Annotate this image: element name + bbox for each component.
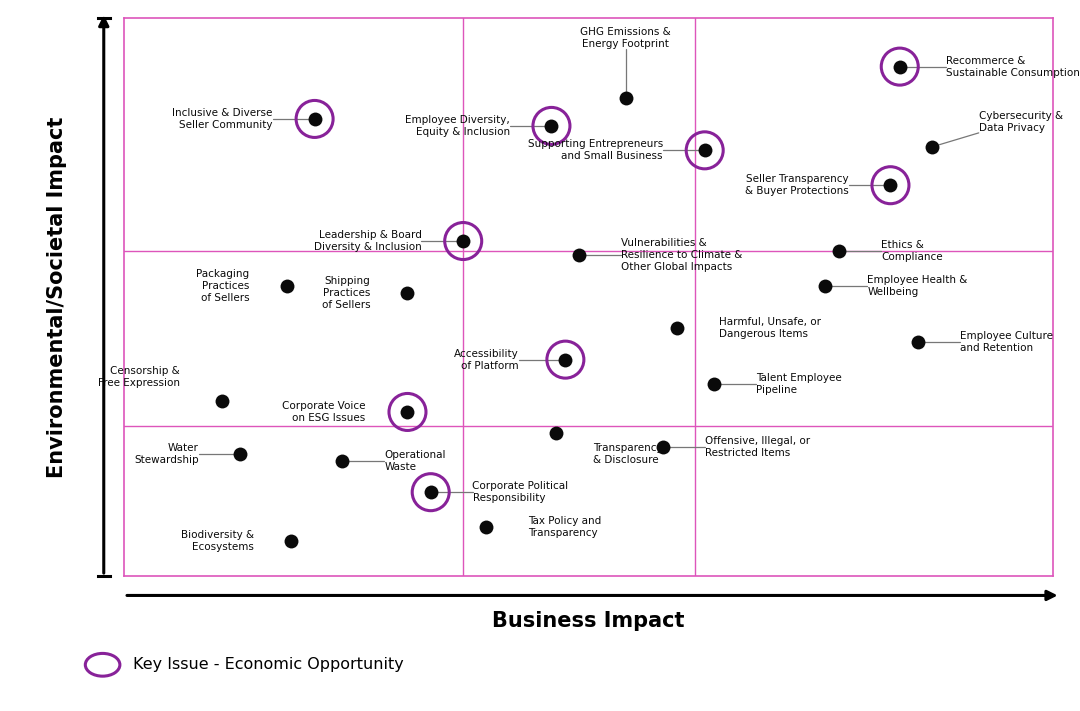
Point [477, 521, 495, 533]
Point [232, 448, 249, 459]
Text: Packaging
Practices
of Sellers: Packaging Practices of Sellers [197, 269, 249, 304]
Point [881, 180, 899, 191]
Point [213, 396, 230, 407]
Point [705, 378, 723, 390]
Text: Corporate Voice
on ESG Issues: Corporate Voice on ESG Issues [282, 401, 366, 423]
Text: Operational
Waste: Operational Waste [384, 450, 446, 472]
Point [654, 441, 672, 452]
Text: Recommerce &
Sustainable Consumption: Recommerce & Sustainable Consumption [946, 55, 1080, 77]
Point [669, 323, 686, 334]
Text: Harmful, Unsafe, or
Dangerous Items: Harmful, Unsafe, or Dangerous Items [718, 317, 821, 339]
Point [557, 354, 575, 365]
Text: Vulnerabilities &
Resilience to Climate &
Other Global Impacts: Vulnerabilities & Resilience to Climate … [621, 238, 742, 272]
Point [548, 427, 565, 439]
Text: Censorship &
Free Expression: Censorship & Free Expression [98, 365, 180, 387]
Text: Employee Culture
and Retention: Employee Culture and Retention [960, 331, 1053, 353]
Text: Seller Transparency
& Buyer Protections: Seller Transparency & Buyer Protections [745, 174, 849, 196]
Text: Accessibility
of Platform: Accessibility of Platform [455, 348, 518, 370]
Point [279, 281, 296, 292]
Text: Ethics &
Compliance: Ethics & Compliance [881, 240, 943, 262]
Text: Inclusive & Diverse
Seller Community: Inclusive & Diverse Seller Community [173, 108, 273, 130]
Point [696, 144, 713, 156]
Point [334, 455, 351, 466]
Text: Corporate Political
Responsibility: Corporate Political Responsibility [473, 481, 569, 503]
Point [455, 235, 472, 247]
Text: Leadership & Board
Diversity & Inclusion: Leadership & Board Diversity & Inclusion [313, 230, 421, 252]
Point [891, 61, 908, 73]
Point [283, 535, 300, 547]
Point [399, 288, 416, 299]
Point [816, 281, 834, 292]
Text: Environmental/Societal Impact: Environmental/Societal Impact [48, 116, 67, 478]
Text: Cybersecurity &
Data Privacy: Cybersecurity & Data Privacy [978, 111, 1063, 133]
Point [570, 250, 588, 261]
Point [923, 141, 941, 153]
Text: Supporting Entrepreneurs
and Small Business: Supporting Entrepreneurs and Small Busin… [528, 139, 663, 161]
Text: Offensive, Illegal, or
Restricted Items: Offensive, Illegal, or Restricted Items [704, 436, 810, 458]
Text: GHG Emissions &
Energy Footprint: GHG Emissions & Energy Footprint [580, 27, 671, 49]
Text: Talent Employee
Pipeline: Talent Employee Pipeline [756, 373, 841, 395]
Point [831, 246, 848, 257]
Text: Employee Diversity,
Equity & Inclusion: Employee Diversity, Equity & Inclusion [405, 115, 510, 137]
Text: Key Issue - Economic Opportunity: Key Issue - Economic Opportunity [133, 657, 404, 673]
Point [422, 486, 440, 498]
Text: Employee Health &
Wellbeing: Employee Health & Wellbeing [867, 275, 968, 297]
Text: Business Impact: Business Impact [492, 611, 685, 631]
Text: Shipping
Practices
of Sellers: Shipping Practices of Sellers [322, 277, 370, 311]
Text: Transparency
& Disclosure: Transparency & Disclosure [593, 444, 663, 466]
Text: Biodiversity &
Ecosystems: Biodiversity & Ecosystems [181, 530, 254, 552]
Point [399, 406, 416, 417]
Point [617, 92, 634, 104]
Text: Tax Policy and
Transparency: Tax Policy and Transparency [528, 516, 602, 538]
Point [909, 336, 927, 348]
Text: Water
Stewardship: Water Stewardship [134, 443, 199, 465]
Point [306, 113, 323, 124]
Point [543, 120, 561, 132]
